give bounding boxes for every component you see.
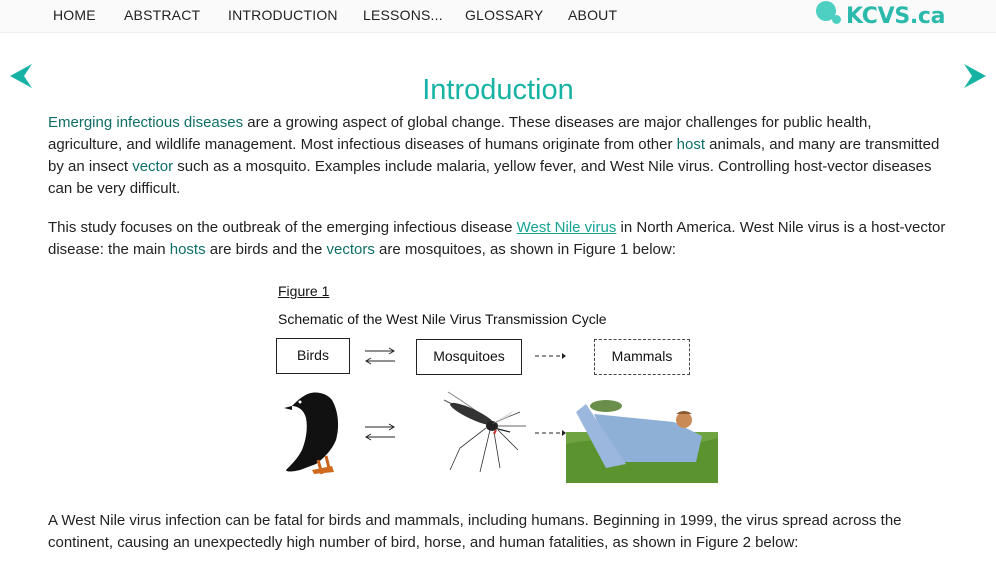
logo-dot <box>816 1 836 21</box>
chevron-left-icon[interactable] <box>8 62 34 90</box>
mosquito-illustration <box>443 391 526 473</box>
figure-1-caption: Schematic of the West Nile Virus Transmi… <box>278 311 607 327</box>
nav-glossary[interactable]: GLOSSARY <box>465 7 544 23</box>
box-birds: Birds <box>276 338 350 374</box>
paragraph-text: This study focuses on the outbreak of th… <box>48 219 517 236</box>
double-arrow-icon <box>365 423 395 441</box>
logo-dot-small <box>832 15 841 24</box>
box-mammals: Mammals <box>594 339 690 375</box>
top-navbar: HOME ABSTRACT INTRODUCTION LESSONS... GL… <box>0 0 996 33</box>
glossary-term-hosts[interactable]: hosts <box>169 241 206 258</box>
paragraph-text: are birds and the <box>205 241 327 258</box>
nav-lessons[interactable]: LESSONS... <box>363 7 443 23</box>
chevron-right-icon[interactable] <box>962 62 988 90</box>
intro-paragraph-2: This study focuses on the outbreak of th… <box>48 217 948 261</box>
dashed-arrow-icon <box>535 353 566 359</box>
child-on-grass-photo <box>566 384 718 483</box>
link-west-nile-virus[interactable]: West Nile virus <box>516 219 617 236</box>
nav-abstract[interactable]: ABSTRACT <box>124 7 201 23</box>
intro-paragraph-1: Emerging infectious diseases are a growi… <box>48 112 948 200</box>
kcvs-logo[interactable]: KCVS.ca <box>814 1 954 31</box>
figure-1-label: Figure 1 <box>278 283 330 299</box>
double-arrow-icon <box>365 347 395 365</box>
nav-about[interactable]: ABOUT <box>568 7 618 23</box>
dashed-arrow-icon <box>535 430 566 436</box>
glossary-term-vector[interactable]: vector <box>132 158 174 175</box>
logo-text: KCVS.ca <box>846 4 946 29</box>
box-mosquitoes: Mosquitoes <box>416 339 522 375</box>
glossary-term-emerging-infectious-diseases[interactable]: Emerging infectious diseases <box>48 114 244 131</box>
crow-illustration <box>284 392 339 475</box>
nav-introduction[interactable]: INTRODUCTION <box>228 7 338 23</box>
paragraph-text: such as a mosquito. Examples include mal… <box>48 158 932 197</box>
glossary-term-host[interactable]: host <box>676 136 706 153</box>
glossary-term-vectors[interactable]: vectors <box>326 241 375 258</box>
paragraph-text: are a growing aspect of global change. T… <box>48 114 872 153</box>
paragraph-text: in North America. West Nile virus is a h… <box>48 219 946 258</box>
nav-home[interactable]: HOME <box>53 7 96 23</box>
intro-paragraph-3: A West Nile virus infection can be fatal… <box>48 512 902 551</box>
paragraph-text: animals, and many are transmitted by an … <box>48 136 940 175</box>
paragraph-text: are mosquitoes, as shown in Figure 1 bel… <box>374 241 676 258</box>
page-title: Introduction <box>422 74 574 107</box>
